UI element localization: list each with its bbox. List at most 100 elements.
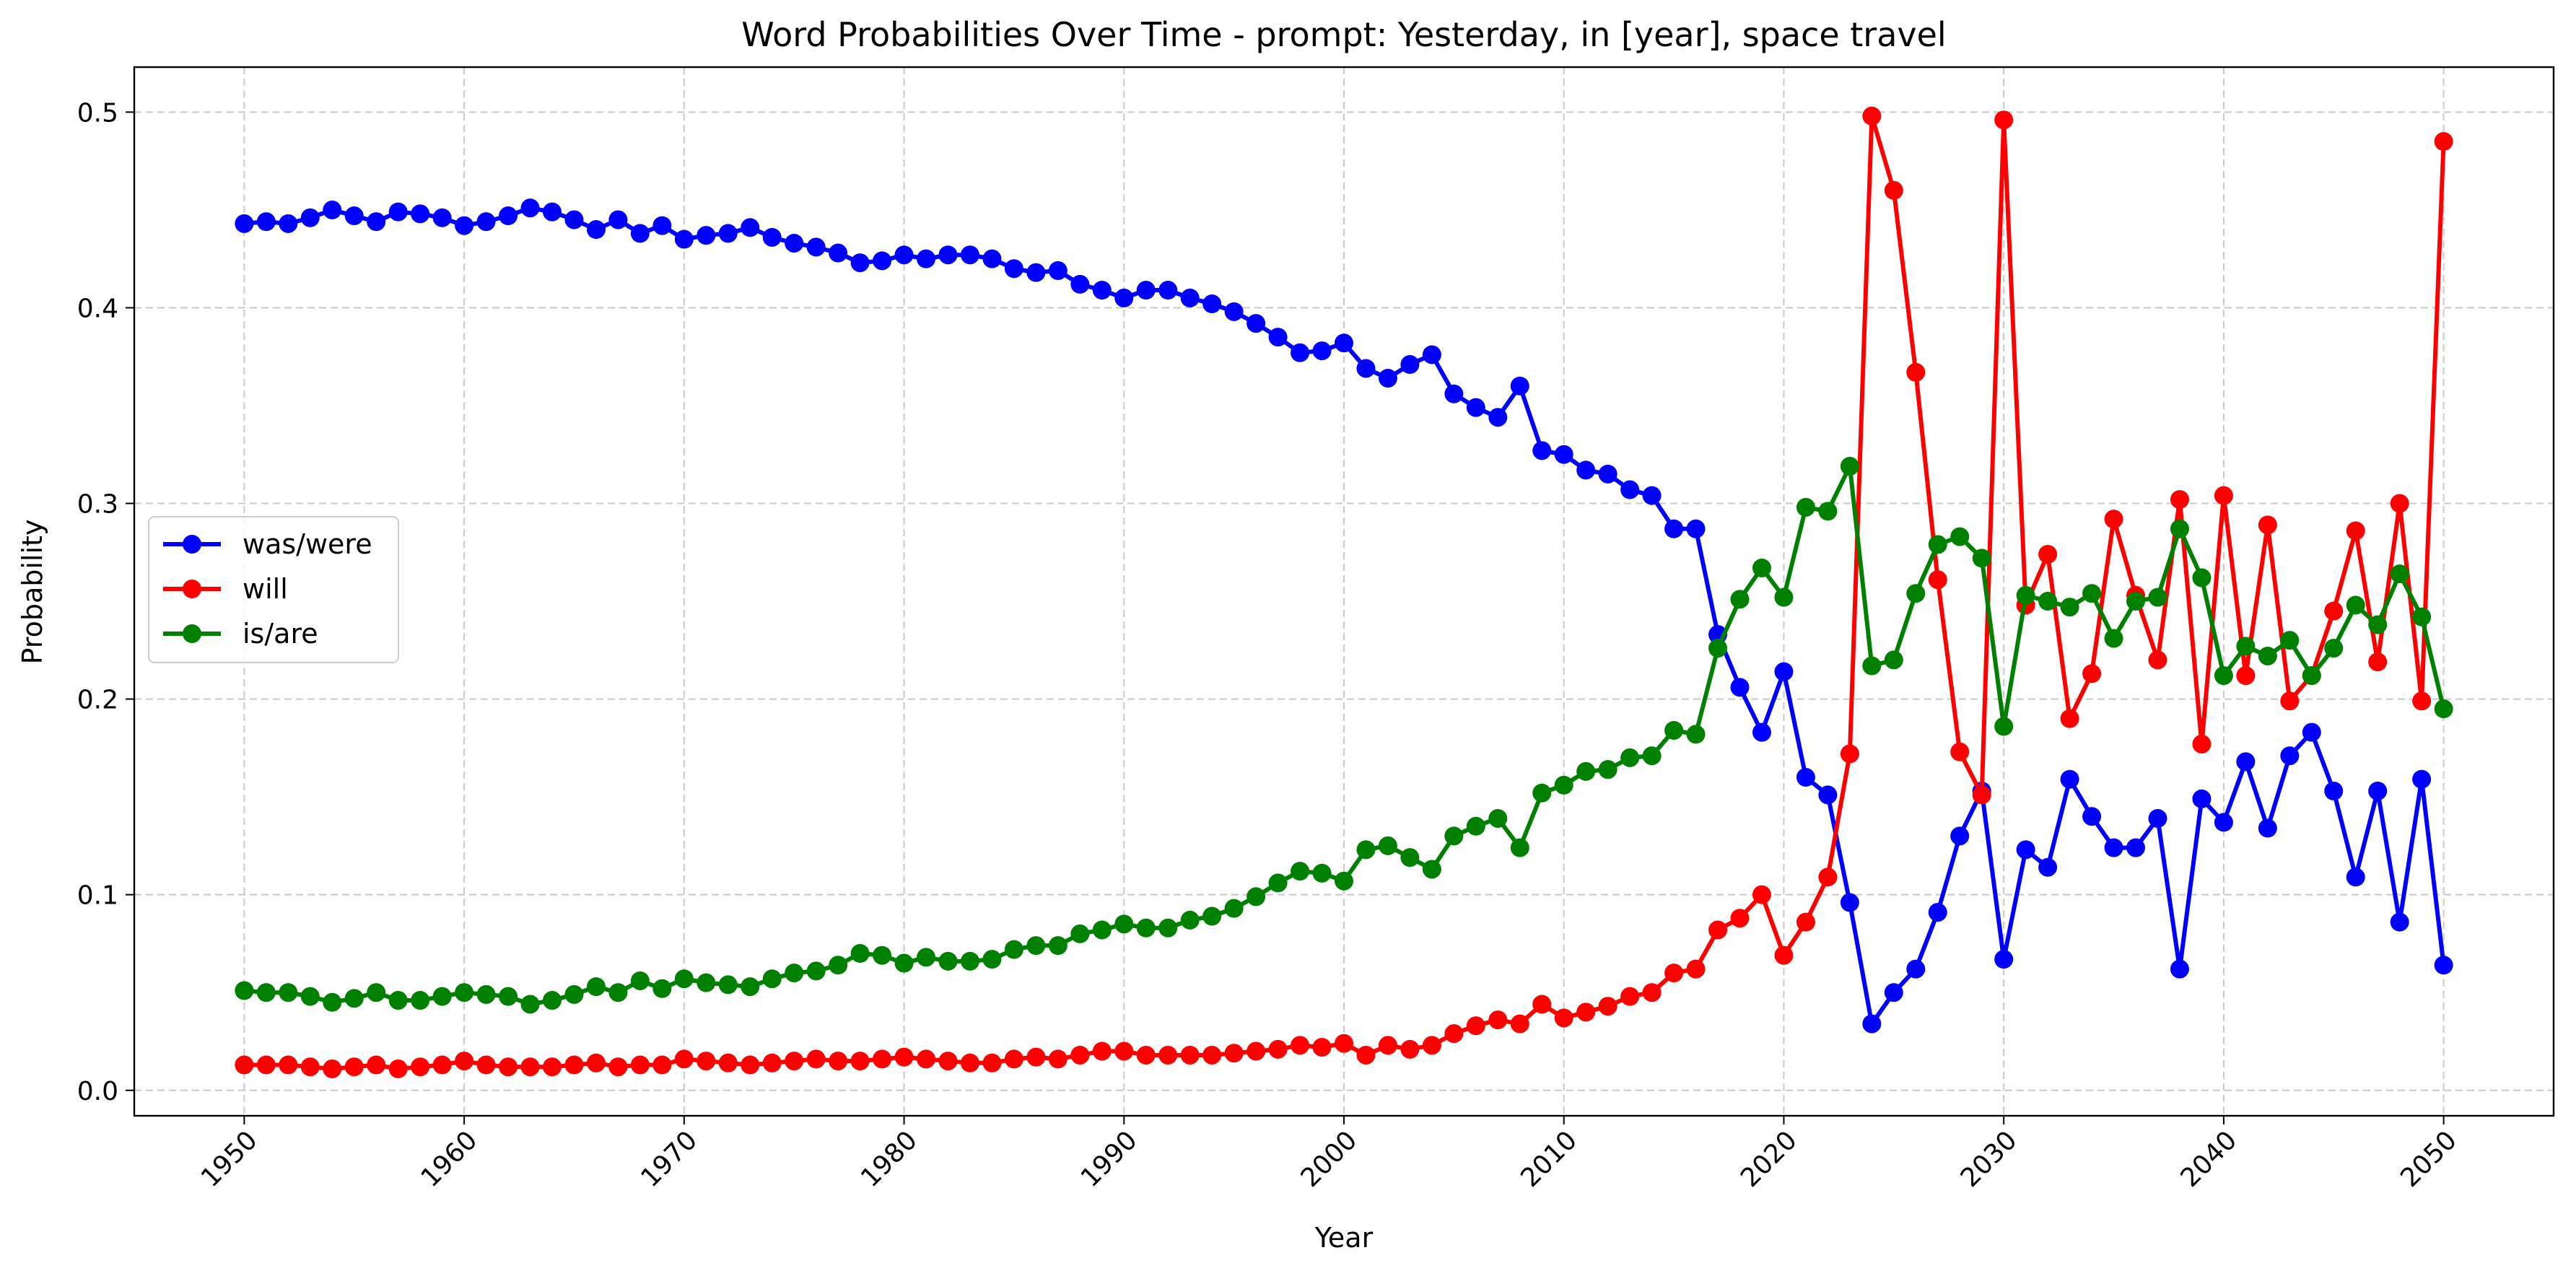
data-point: [2258, 818, 2277, 838]
data-point: [762, 969, 782, 989]
data-point: [586, 977, 606, 997]
data-point: [1092, 1041, 1112, 1061]
data-point: [455, 1052, 474, 1071]
data-point: [1378, 1036, 1397, 1055]
data-point: [1950, 826, 1970, 846]
data-point: [1026, 936, 1046, 956]
data-point: [1950, 527, 1970, 546]
data-point: [1642, 983, 1662, 1002]
data-point: [1114, 288, 1134, 307]
data-point: [2280, 631, 2300, 650]
data-point: [300, 208, 320, 227]
data-point: [1642, 746, 1662, 766]
data-point: [1092, 281, 1112, 300]
data-point: [256, 212, 276, 232]
data-point: [1422, 1036, 1441, 1055]
data-point: [1466, 1016, 1485, 1036]
data-point: [1994, 717, 2014, 736]
data-point: [542, 202, 562, 222]
data-point: [1488, 1010, 1508, 1030]
data-point: [411, 991, 430, 1010]
data-point: [1796, 768, 1815, 787]
data-point: [762, 1053, 782, 1072]
data-point: [499, 1057, 518, 1077]
data-point: [960, 245, 979, 265]
data-point: [1180, 1045, 1200, 1065]
data-point: [1708, 920, 1728, 940]
data-point: [520, 995, 540, 1014]
data-point: [520, 198, 540, 218]
data-point: [2060, 769, 2079, 789]
y-tick-label: 0.4: [77, 294, 118, 323]
data-point: [1004, 259, 1023, 279]
data-point: [1488, 408, 1508, 427]
data-point: [652, 1055, 672, 1075]
data-point: [235, 214, 254, 233]
data-point: [608, 983, 628, 1002]
data-point: [894, 953, 914, 973]
data-point: [2170, 490, 2189, 510]
legend: was/were will is/are: [148, 516, 399, 663]
legend-label: is/are: [243, 618, 318, 650]
data-point: [1356, 840, 1376, 860]
data-point: [785, 233, 804, 253]
data-point: [1598, 464, 1617, 484]
data-point: [1576, 460, 1596, 480]
data-point: [630, 971, 650, 990]
data-point: [806, 961, 826, 981]
data-point: [1884, 180, 1903, 200]
data-point: [2148, 808, 2167, 828]
legend-box: [148, 516, 399, 663]
data-point: [279, 214, 298, 233]
data-point: [1422, 345, 1441, 364]
legend-label: was/were: [243, 528, 372, 560]
data-point: [1291, 343, 1310, 362]
y-tick-label: 0.3: [77, 490, 118, 520]
data-point: [2038, 592, 2058, 611]
data-point: [2412, 607, 2432, 626]
data-point: [1202, 906, 1222, 926]
data-point: [785, 963, 804, 983]
data-point: [411, 1057, 430, 1077]
series-2: [235, 106, 2453, 1078]
data-point: [300, 1057, 320, 1077]
data-point: [2104, 838, 2123, 857]
data-point: [1224, 302, 1244, 321]
data-point: [2346, 595, 2365, 615]
data-point: [1906, 362, 1926, 382]
data-point: [2214, 486, 2233, 505]
data-point: [1335, 333, 1353, 353]
data-point: [2038, 544, 2058, 564]
data-point: [2236, 666, 2256, 686]
data-point: [1004, 1049, 1023, 1069]
data-point: [718, 975, 738, 995]
y-tick-label: 0.5: [77, 98, 118, 128]
data-point: [2016, 585, 2035, 605]
data-point: [1510, 376, 1529, 396]
data-point: [279, 1055, 298, 1075]
y-tick-label: 0.0: [77, 1077, 118, 1106]
data-point: [1796, 497, 1815, 517]
data-point: [1158, 918, 1178, 938]
data-point: [476, 1055, 496, 1075]
data-point: [1048, 261, 1067, 280]
data-point: [1972, 549, 1991, 568]
data-point: [1752, 722, 1771, 742]
data-point: [235, 981, 254, 1000]
data-point: [1400, 1039, 1420, 1059]
data-point: [1378, 369, 1397, 388]
data-point: [1048, 936, 1067, 956]
data-point: [1224, 1044, 1244, 1063]
data-point: [2214, 813, 2233, 832]
data-point: [608, 1057, 628, 1077]
data-point: [1840, 457, 1859, 476]
data-point: [741, 218, 760, 237]
data-point: [1114, 914, 1134, 934]
data-point: [2302, 666, 2321, 686]
data-point: [1335, 871, 1353, 891]
series-3: [235, 457, 2453, 1014]
data-point: [564, 984, 584, 1004]
data-point: [1378, 836, 1397, 855]
data-point: [1444, 1024, 1464, 1044]
data-point: [367, 983, 386, 1002]
